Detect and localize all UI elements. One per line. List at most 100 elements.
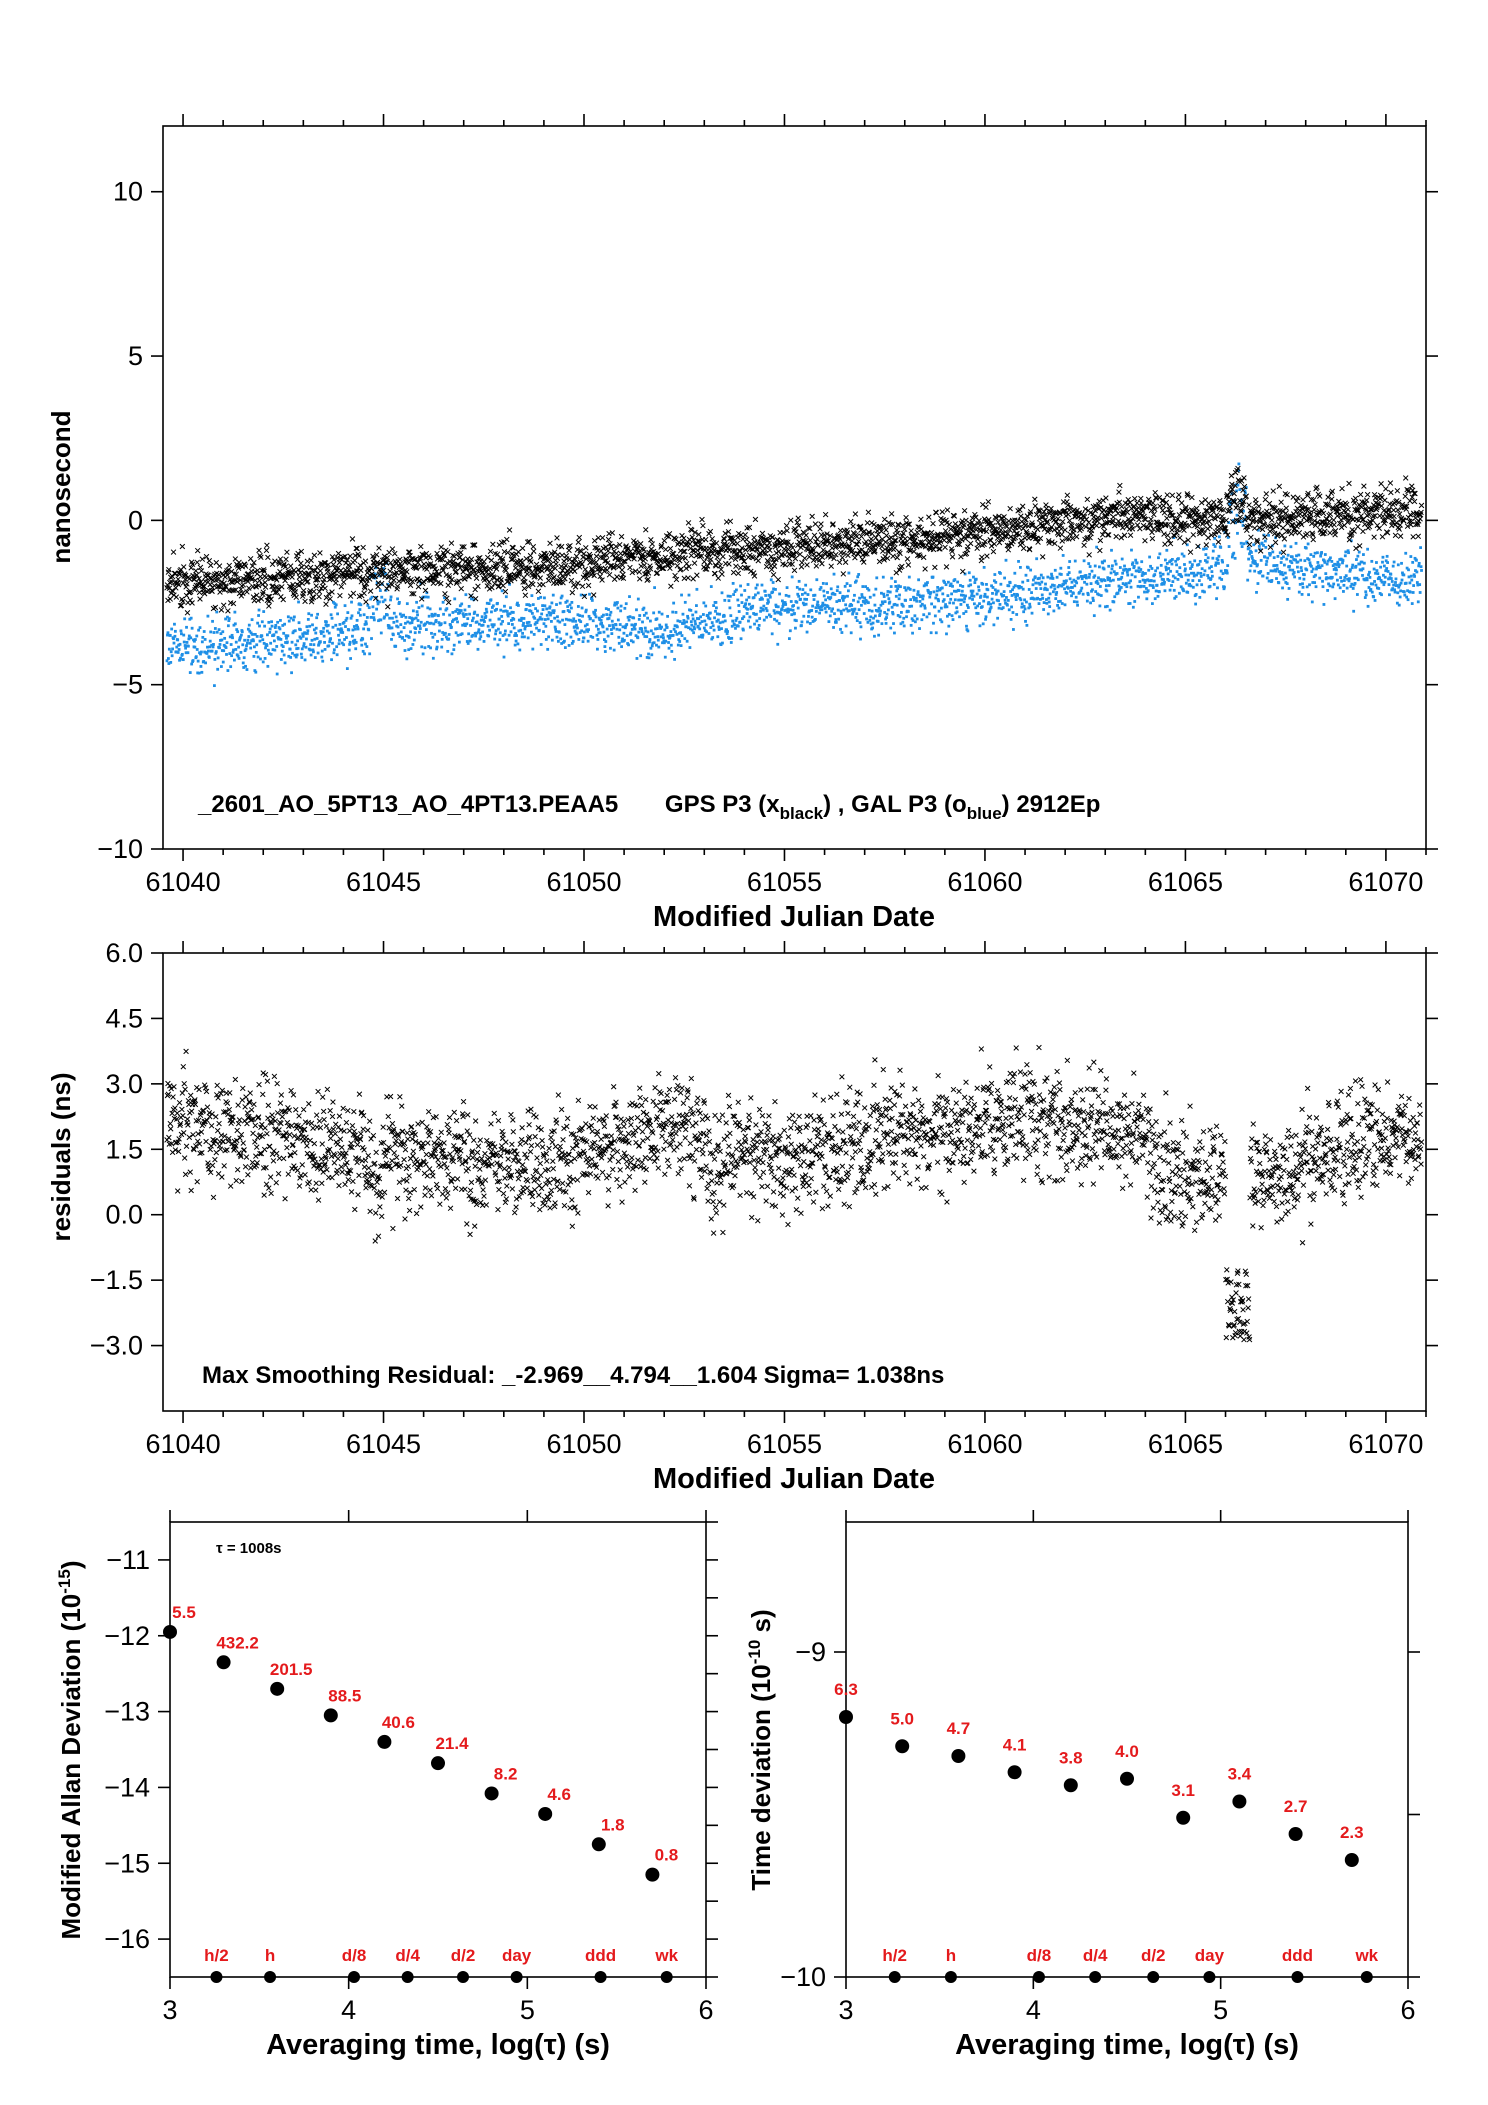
- gal-point: [296, 639, 300, 643]
- gal-point: [634, 622, 637, 626]
- gal-point: [1230, 555, 1234, 559]
- gal-point: [885, 612, 889, 616]
- gal-point: [1136, 569, 1139, 573]
- gal-point: [905, 615, 908, 619]
- gal-point: [699, 615, 703, 619]
- gal-point: [1380, 580, 1384, 584]
- gal-point: [341, 631, 345, 634]
- gal-point: [893, 580, 897, 584]
- gps-point: [629, 552, 635, 559]
- gps-point: [544, 565, 551, 571]
- gal-point: [709, 585, 713, 588]
- gal-point: [1409, 574, 1413, 578]
- gal-point: [1015, 613, 1019, 616]
- gal-point: [531, 603, 535, 607]
- gal-point: [484, 615, 488, 618]
- gal-point: [1194, 602, 1198, 606]
- gal-point: [1325, 562, 1329, 566]
- gal-point: [1047, 600, 1051, 604]
- gal-point: [622, 638, 626, 642]
- gal-point: [345, 616, 349, 620]
- gps-point: [754, 546, 760, 552]
- gal-point: [336, 612, 339, 616]
- gps-point: [751, 573, 758, 579]
- gps-point: [409, 590, 415, 597]
- gal-point: [232, 648, 235, 652]
- gal-point: [978, 602, 981, 606]
- gal-point: [197, 671, 201, 675]
- gal-point: [1227, 545, 1231, 548]
- gal-point: [1369, 588, 1373, 591]
- gal-point: [831, 591, 835, 595]
- gal-point: [1327, 576, 1331, 580]
- gal-point: [707, 632, 711, 635]
- gal-point: [674, 630, 677, 634]
- gps-point: [974, 545, 980, 551]
- gps-point: [455, 561, 462, 568]
- gal-point: [768, 595, 772, 599]
- gal-point: [1150, 567, 1154, 570]
- gal-point: [899, 622, 903, 626]
- gal-point: [602, 638, 606, 641]
- gal-point: [1273, 564, 1277, 567]
- gal-point: [603, 650, 607, 653]
- gal-point: [226, 615, 229, 619]
- gal-point: [573, 629, 577, 633]
- gal-point: [1259, 570, 1263, 573]
- gal-point: [821, 601, 825, 605]
- gal-point: [676, 619, 680, 623]
- gal-point: [1192, 571, 1196, 575]
- gal-point: [1258, 571, 1262, 575]
- gal-point: [765, 609, 769, 613]
- gal-point: [469, 624, 472, 627]
- gal-point: [848, 584, 852, 588]
- gps-point: [180, 564, 187, 570]
- gal-point: [1247, 557, 1251, 561]
- gal-point: [623, 606, 627, 610]
- gal-point: [416, 613, 419, 617]
- gal-point: [970, 594, 973, 598]
- gal-point: [1158, 571, 1162, 575]
- gal-point: [1345, 586, 1349, 590]
- gal-point: [880, 622, 884, 626]
- gal-point: [1186, 578, 1190, 582]
- gal-point: [587, 628, 590, 632]
- gps-point: [1149, 535, 1156, 542]
- gps-point: [865, 509, 872, 516]
- gps-point: [553, 561, 559, 567]
- gal-point: [1370, 590, 1374, 594]
- gal-point: [630, 623, 634, 627]
- gps-point: [387, 559, 394, 566]
- gps-point: [732, 556, 739, 562]
- gal-point: [1370, 559, 1374, 563]
- gps-point: [502, 588, 509, 595]
- gal-point: [262, 610, 266, 613]
- gal-point: [463, 608, 467, 612]
- gal-point: [871, 626, 874, 630]
- gal-point: [968, 578, 972, 582]
- gal-point: [931, 575, 935, 579]
- gal-point: [459, 609, 463, 612]
- gal-point: [575, 632, 579, 636]
- gal-point: [390, 626, 394, 630]
- gal-point: [953, 598, 957, 602]
- gal-point: [1178, 566, 1182, 570]
- gal-point: [959, 603, 963, 606]
- gps-point: [520, 579, 526, 585]
- gal-point: [940, 620, 944, 624]
- gal-point: [1010, 594, 1014, 597]
- gal-point: [478, 637, 482, 641]
- gal-point: [1075, 600, 1079, 604]
- gal-point: [1401, 571, 1404, 575]
- gal-point: [1323, 561, 1327, 564]
- gal-point: [202, 630, 206, 633]
- gal-point: [1293, 575, 1297, 579]
- gal-point: [293, 653, 297, 657]
- gal-point: [952, 589, 956, 593]
- gps-point: [692, 529, 698, 536]
- gal-point: [950, 592, 954, 596]
- gal-point: [1195, 583, 1199, 587]
- gps-point: [310, 594, 317, 601]
- gal-point: [1236, 531, 1239, 535]
- gps-point: [596, 569, 603, 575]
